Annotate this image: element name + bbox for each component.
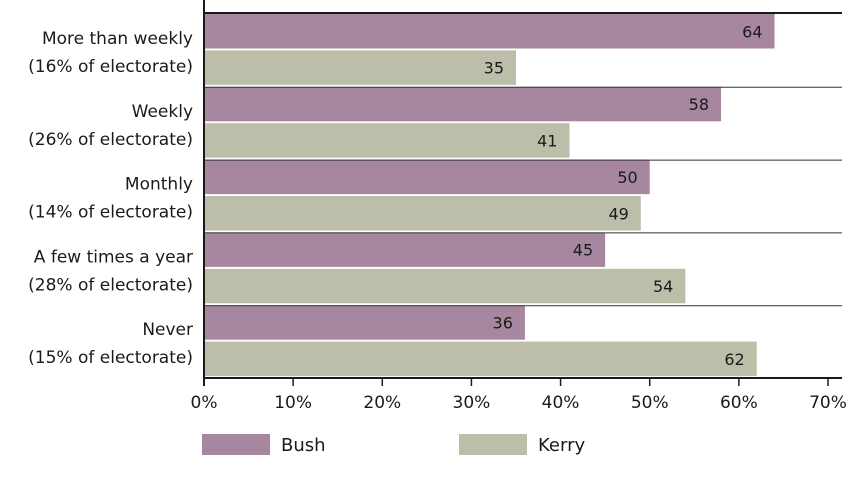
bar-bush-4: [204, 305, 525, 340]
category-label-4-line1: Never: [142, 320, 193, 340]
value-label-kerry-0: 35: [484, 59, 504, 78]
category-label-3-line2: (28% of electorate): [28, 275, 193, 295]
bar-bush-1: [204, 86, 722, 122]
bar-kerry-4: [204, 341, 757, 377]
value-label-bush-3: 45: [573, 241, 593, 260]
axes-group: 0% 10% 20% 30% 40% 50% 60% 70%: [191, 0, 847, 413]
category-label-4-line2: (15% of electorate): [28, 348, 193, 368]
category-label-3-line1: A few times a year: [34, 247, 193, 267]
bar-kerry-2: [204, 196, 641, 231]
category-label-1-line1: Weekly: [132, 102, 193, 122]
x-tick-label-5: 50%: [631, 393, 669, 413]
bars-group: [204, 14, 775, 377]
x-tick-label-4: 40%: [542, 393, 580, 413]
x-tick-label-0: 0%: [191, 393, 218, 413]
value-label-bush-0: 64: [742, 22, 762, 41]
x-tick-label-7: 70%: [809, 393, 847, 413]
bar-kerry-1: [204, 123, 570, 158]
legend: Bush Kerry: [202, 434, 585, 456]
value-label-kerry-4: 62: [724, 350, 744, 369]
x-tick-label-3: 30%: [453, 393, 491, 413]
bar-bush-3: [204, 232, 606, 267]
legend-swatch-kerry: [459, 434, 527, 455]
labels-group: 64 35 More than weekly (16% of electorate) 5…: [28, 22, 762, 369]
x-tick-label-6: 60%: [720, 393, 758, 413]
value-label-bush-1: 58: [689, 95, 709, 114]
bar-bush-0: [204, 14, 775, 49]
bar-kerry-3: [204, 268, 686, 304]
value-label-kerry-3: 54: [653, 277, 673, 296]
legend-label-kerry: Kerry: [538, 435, 585, 456]
bar-bush-2: [204, 159, 650, 195]
x-tick-label-2: 20%: [363, 393, 401, 413]
category-label-1-line2: (26% of electorate): [28, 130, 193, 150]
value-label-kerry-2: 49: [608, 204, 628, 223]
value-label-bush-2: 50: [617, 168, 637, 187]
category-label-2-line1: Monthly: [125, 175, 193, 195]
bar-kerry-0: [204, 50, 516, 85]
x-tick-label-1: 10%: [274, 393, 312, 413]
legend-swatch-bush: [202, 434, 270, 455]
value-label-kerry-1: 41: [537, 131, 557, 150]
legend-label-bush: Bush: [281, 435, 326, 456]
category-label-0-line1: More than weekly: [42, 29, 193, 49]
category-label-2-line2: (14% of electorate): [28, 203, 193, 223]
value-label-bush-4: 36: [493, 313, 513, 332]
category-label-0-line2: (16% of electorate): [28, 57, 193, 77]
